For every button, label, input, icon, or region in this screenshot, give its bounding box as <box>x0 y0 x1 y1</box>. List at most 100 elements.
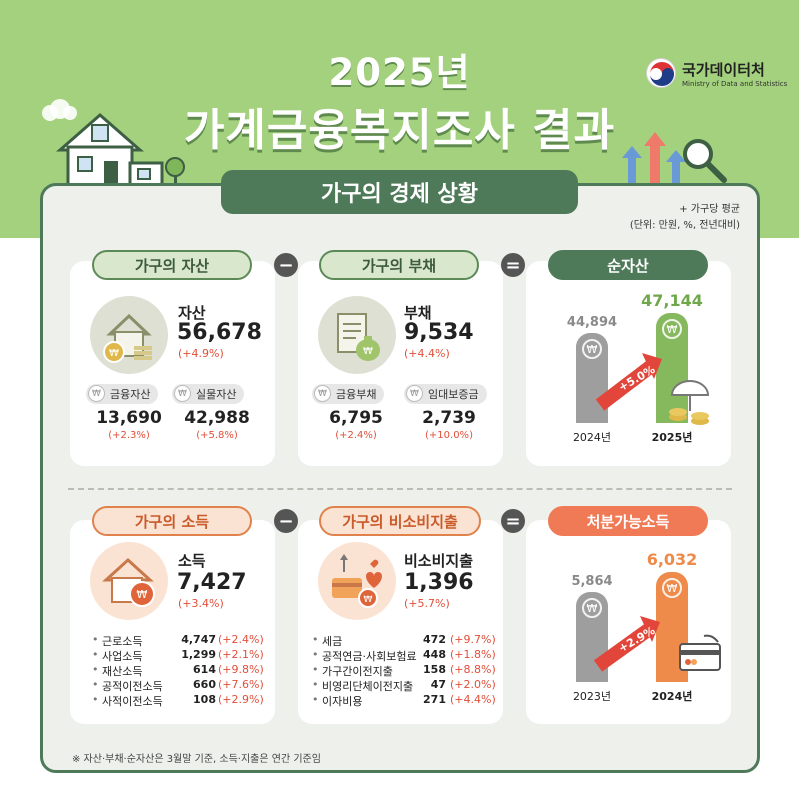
debt-label: 부채 <box>404 304 432 322</box>
financial-assets-change: (+2.3%) <box>108 430 150 441</box>
financial-assets-value: 13,690 <box>96 408 162 428</box>
minus-operator: − <box>274 509 298 533</box>
footnote: ※ 자산·부채·순자산은 3월말 기준, 소득·지출은 연간 기준임 <box>72 754 321 765</box>
rental-deposit-label: 임대보증금 <box>428 388 479 401</box>
item-label: 공적연금·사회보험료 <box>322 650 417 663</box>
income-label: 소득 <box>178 552 206 570</box>
won-coin-icon: ₩ <box>662 578 682 598</box>
net-assets-pill: 순자산 <box>548 250 708 280</box>
item-change: (+2.9%) <box>218 693 264 706</box>
non-consumption-icon-circle: ₩ <box>318 542 396 620</box>
list-item: • 공적이전소득 660 (+7.6%) <box>92 678 264 693</box>
income-icon-circle: ₩ <box>90 542 168 620</box>
debt-icon-circle: ₩ <box>318 296 396 374</box>
net-assets-chart: ₩ ₩ 44,894 47,144 +5.0% 2024년 2025년 <box>526 261 731 466</box>
item-label: 사업소득 <box>102 650 143 663</box>
section-divider <box>68 488 732 490</box>
rental-deposit-pill: ₩ 임대보증금 <box>404 384 487 404</box>
rental-deposit-value: 2,739 <box>422 408 476 428</box>
assets-label: 자산 <box>178 304 206 322</box>
assets-change: (+4.9%) <box>178 347 224 360</box>
growth-arrows-illustration <box>622 132 727 190</box>
house-illustration <box>42 99 185 189</box>
item-label: 사적이전소득 <box>102 695 163 708</box>
financial-debt-pill: ₩ 금융부채 <box>312 384 385 404</box>
item-change: (+4.4%) <box>450 693 496 706</box>
item-value: 614 <box>193 663 216 676</box>
equals-operator: = <box>501 253 525 277</box>
bar-2024-value: 6,032 <box>646 550 698 569</box>
financial-assets-pill: ₩ 금융자산 <box>86 384 159 404</box>
page-title: 가계금융복지조사 결과 <box>183 105 616 156</box>
growth-arrow-icon <box>594 616 660 672</box>
logo-subtitle: Ministry of Data and Statistics <box>682 79 788 88</box>
taegeuk-icon <box>646 58 676 88</box>
won-coin-icon: ₩ <box>582 339 602 359</box>
bar-2024-year: 2024년 <box>572 431 612 444</box>
logo-name: 국가데이터처 <box>682 60 765 79</box>
bar-2023-value: 5,864 <box>571 574 613 589</box>
umbrella-coins-icon <box>669 380 710 425</box>
item-change: (+9.7%) <box>450 633 496 646</box>
income-change: (+3.4%) <box>178 597 224 610</box>
assets-icon-circle: ₩ <box>90 296 168 374</box>
list-item: • 세금 472 (+9.7%) <box>312 633 496 648</box>
bar-2024-value: 44,894 <box>566 315 618 330</box>
list-item: • 공적연금·사회보험료 448 (+1.8%) <box>312 648 496 663</box>
list-item: • 근로소득 4,747 (+2.4%) <box>92 633 264 648</box>
income-breakdown-list: • 근로소득 4,747 (+2.4%) • 사업소득 1,299 (+2.1%) • 재산소… <box>92 633 264 708</box>
minus-operator: − <box>274 253 298 277</box>
non-consumption-change: (+5.7%) <box>404 597 450 610</box>
disposable-income-pill: 처분가능소득 <box>548 506 708 536</box>
income-value: 7,427 <box>177 570 247 595</box>
list-item: • 비영리단체이전지출 47 (+2.0%) <box>312 678 496 693</box>
disposable-income-card <box>526 520 731 724</box>
item-label: 공적이전소득 <box>102 680 163 693</box>
rental-deposit-change: (+10.0%) <box>425 430 473 441</box>
item-label: 근로소득 <box>102 635 143 648</box>
financial-debt-label: 금융부채 <box>336 388 377 401</box>
won-coin-icon: ₩ <box>662 319 682 339</box>
real-assets-value: 42,988 <box>184 408 250 428</box>
document-moneybag-icon: ₩ <box>337 313 380 361</box>
house-coin-icon: ₩ <box>103 313 152 363</box>
disposable-income-chart: ₩ ₩ 5,864 6,032 +2.9% 2023년 2024년 <box>526 520 731 724</box>
title-year: 2025년 <box>328 51 471 94</box>
financial-assets-label: 금융자산 <box>110 388 151 401</box>
item-label: 가구간이전지출 <box>322 665 393 678</box>
item-change: (+2.0%) <box>450 678 496 691</box>
item-value: 271 <box>423 693 446 706</box>
real-assets-label: 실물자산 <box>196 388 237 401</box>
item-label: 비영리단체이전지출 <box>322 680 414 693</box>
svg-text:₩: ₩ <box>137 588 148 601</box>
card-hearts-icon: ₩ <box>332 554 382 608</box>
item-label: 재산소득 <box>102 665 143 678</box>
card-payment-icon <box>679 634 721 671</box>
note-units: (단위: 만원, %, 전년대비) <box>629 220 740 231</box>
won-coin-icon: ₩ <box>314 385 331 402</box>
list-item: • 사적이전소득 108 (+2.9%) <box>92 693 264 708</box>
item-value: 47 <box>430 678 446 691</box>
growth-arrow-icon <box>596 353 662 411</box>
svg-text:₩: ₩ <box>364 595 373 605</box>
svg-text:₩: ₩ <box>363 346 373 357</box>
item-label: 이자비용 <box>322 695 363 708</box>
bar-2025-year: 2025년 <box>651 431 693 444</box>
item-label: 세금 <box>322 635 343 648</box>
assets-value: 56,678 <box>177 320 262 345</box>
income-pill: 가구의 소득 <box>92 506 252 536</box>
item-value: 660 <box>193 678 216 691</box>
house-coin-icon: ₩ <box>102 557 155 607</box>
non-consumption-breakdown-list: • 세금 472 (+9.7%) • 공적연금·사회보험료 448 (+1.8%) • 가구간… <box>312 633 496 708</box>
list-item: • 재산소득 614 (+9.8%) <box>92 663 264 678</box>
list-item: • 가구간이전지출 158 (+8.8%) <box>312 663 496 678</box>
item-value: 1,299 <box>181 648 216 661</box>
debt-value: 9,534 <box>404 320 474 345</box>
item-value: 108 <box>193 693 216 706</box>
real-assets-change: (+5.8%) <box>196 430 238 441</box>
svg-text:₩: ₩ <box>109 348 119 359</box>
won-coin-icon: ₩ <box>88 385 105 402</box>
item-change: (+2.4%) <box>218 633 264 646</box>
assets-pill: 가구의 자산 <box>92 250 252 280</box>
